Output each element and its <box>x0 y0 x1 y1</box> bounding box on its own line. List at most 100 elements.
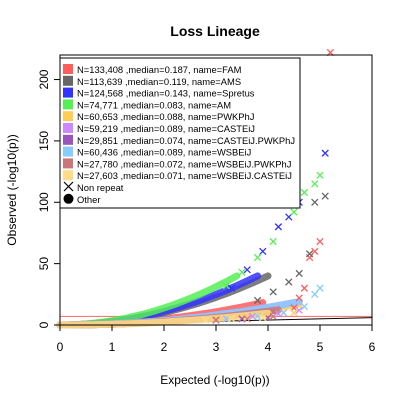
legend-swatch <box>63 75 73 86</box>
point-8-0 <box>212 316 220 324</box>
point-stroke <box>305 250 314 258</box>
point-stroke <box>279 309 288 317</box>
point-7-4 <box>311 290 319 298</box>
point-0-5 <box>311 247 319 256</box>
legend-label: N=124,568 ,median=0.143, name=Spretus <box>77 88 255 99</box>
legend-cross-stroke <box>63 181 74 192</box>
point-stroke <box>300 188 309 197</box>
point-2-0 <box>227 284 236 292</box>
x-tick-label: 0 <box>57 340 64 354</box>
legend-swatch <box>63 146 73 157</box>
point-stroke <box>285 278 293 286</box>
legend-swatch <box>63 123 73 133</box>
point-3-2 <box>253 253 262 262</box>
point-4-1 <box>238 313 246 322</box>
legend-dot-symbol <box>63 193 74 204</box>
point-stroke <box>321 149 329 157</box>
chart-title: Loss Lineage <box>170 23 260 39</box>
x-tick-label: 5 <box>317 340 324 354</box>
point-stroke <box>238 268 246 276</box>
point-stroke <box>227 284 236 292</box>
y-tick-label: 50 <box>37 257 51 271</box>
point-7-5 <box>316 284 324 292</box>
legend-label: N=60,436 ,median=0.089, name=WSBEiJ <box>77 147 251 158</box>
point-9-1 <box>227 315 236 323</box>
point-stroke <box>311 290 319 298</box>
y-tick-label: 100 <box>37 192 51 212</box>
point-7-2 <box>279 309 288 317</box>
point-stroke <box>238 313 246 322</box>
legend-label: Other <box>77 194 100 205</box>
point-4-0 <box>212 315 220 323</box>
legend-cross-symbol <box>63 181 74 192</box>
point-stroke <box>212 316 220 324</box>
point-4-2 <box>264 311 272 319</box>
point-stroke <box>321 192 329 200</box>
y-axis-label: Observed (-log10(p)) <box>5 134 19 245</box>
point-6-2 <box>264 313 272 322</box>
point-stroke <box>300 284 309 292</box>
legend-box <box>59 57 301 209</box>
point-stroke <box>253 296 262 305</box>
point-stroke <box>243 315 251 323</box>
point-stroke <box>243 266 251 274</box>
legend-label: N=133,408 ,median=0.187, name=FAM <box>77 64 242 75</box>
point-stroke <box>269 237 277 246</box>
point-stroke <box>269 288 277 296</box>
point-stroke <box>201 316 210 324</box>
y-tick-label: 150 <box>37 131 51 151</box>
point-stroke <box>253 312 262 321</box>
point-5-3 <box>295 306 303 314</box>
legend-label: N=60,653 ,median=0.088, name=PWKPhJ <box>77 111 254 122</box>
point-1-4 <box>305 250 314 258</box>
legend-swatch <box>63 64 73 74</box>
legend-label: N=29,851 ,median=0.074, name=CASTEiJ.PWK… <box>77 135 295 146</box>
x-axis-label: Expected (-log10(p)) <box>160 373 269 387</box>
point-3-0 <box>222 282 231 290</box>
point-2-3 <box>274 223 283 231</box>
point-stroke <box>264 313 272 322</box>
point-stroke <box>259 313 267 322</box>
point-1-2 <box>285 278 293 286</box>
point-stroke <box>264 311 272 319</box>
point-1-3 <box>295 269 303 278</box>
point-1-1 <box>269 288 277 296</box>
point-1-5 <box>311 198 319 206</box>
point-stroke <box>290 208 298 216</box>
x-tick-label: 4 <box>265 340 272 354</box>
point-stroke <box>238 315 246 323</box>
point-stroke <box>248 312 257 321</box>
point-6-1 <box>238 315 246 323</box>
point-stroke <box>222 282 231 290</box>
point-stroke <box>212 315 220 323</box>
point-stroke <box>316 171 324 179</box>
x-tick-label: 2 <box>161 340 168 354</box>
point-5-1 <box>248 312 257 321</box>
point-2-1 <box>243 266 251 274</box>
point-3-6 <box>311 180 319 188</box>
point-8-1 <box>243 315 251 323</box>
x-tick-label: 3 <box>213 340 220 354</box>
legend-swatch <box>63 134 73 145</box>
point-9-2 <box>259 313 267 322</box>
legend: N=133,408 ,median=0.187, name=FAMN=113,6… <box>59 57 301 209</box>
point-stroke <box>269 312 277 321</box>
point-0-6 <box>316 237 324 246</box>
point-1-6 <box>321 192 329 200</box>
point-stroke <box>274 310 283 318</box>
x-tick-label: 6 <box>369 340 376 354</box>
legend-label: N=74,771 ,median=0.083, name=AM <box>77 99 231 110</box>
point-3-1 <box>238 268 246 276</box>
point-stroke <box>227 315 236 323</box>
y-tick-label: 200 <box>37 69 51 89</box>
legend-label: Non repeat <box>77 182 124 193</box>
legend-label: N=27,780 ,median=0.072, name=WSBEiJ.PWKP… <box>77 158 291 169</box>
point-9-0 <box>201 316 210 324</box>
point-stroke <box>311 198 319 206</box>
legend-swatch <box>63 170 73 181</box>
legend-label: N=113,639 ,median=0.119, name=AMS <box>77 76 241 87</box>
point-stroke <box>295 269 303 278</box>
x-tick-label: 1 <box>109 340 116 354</box>
